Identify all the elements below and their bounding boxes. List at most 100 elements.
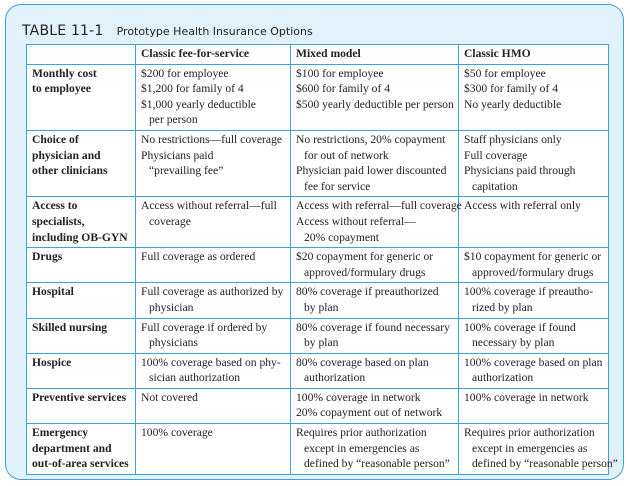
cell-text-line: physician bbox=[149, 300, 194, 314]
table-cell: $10 copayment for generic or approved/for… bbox=[458, 247, 609, 284]
row-header: Preventive services bbox=[26, 387, 136, 425]
column-header: Classic HMO bbox=[458, 44, 609, 65]
cell-text-line: Staff physicians only bbox=[464, 132, 562, 146]
insurance-options-table: Classic fee-for-service Mixed model Classi… bbox=[26, 44, 618, 475]
row-header: Emergency department and out-of-area servi… bbox=[26, 423, 136, 475]
cell-text-line: $500 yearly deductible per person bbox=[296, 97, 454, 111]
cell-text-line: approved/formulary drugs bbox=[472, 265, 594, 279]
row-header: Drugs bbox=[26, 247, 136, 284]
header-row: Classic fee-for-service Mixed model Classi… bbox=[26, 44, 609, 65]
table-cell: Staff physicians only Full coverage Physic… bbox=[458, 129, 609, 198]
row-header-line: Monthly cost bbox=[32, 66, 97, 80]
cell-text-line: coverage bbox=[149, 214, 191, 228]
table-row: Drugs Full coverage as ordered $20 copayme… bbox=[26, 247, 609, 284]
cell-text-line: $300 for family of 4 bbox=[464, 82, 559, 96]
cell-text-line: 100% coverage in network bbox=[296, 390, 421, 404]
row-header-line: Hospital bbox=[32, 285, 74, 299]
table-row: Hospital Full coverage as authorized by ph… bbox=[26, 282, 609, 319]
cell-text-line: defined by “reasonable person” bbox=[304, 457, 450, 471]
table-cell: Access with referral—full coverage Access… bbox=[290, 196, 462, 249]
table-cell: 100% coverage bbox=[135, 423, 291, 475]
table-cell: 100% coverage based on plan authorization bbox=[458, 352, 609, 389]
table-cell: 80% coverage if preauthorized by plan bbox=[290, 282, 459, 319]
table-cell: Access with referral only bbox=[458, 196, 609, 249]
table-cell: 80% coverage based on plan authorization bbox=[290, 352, 459, 389]
cell-text-line: by plan bbox=[304, 300, 339, 314]
cell-text-line: per person bbox=[149, 113, 198, 127]
cell-text-line: except in emergencies as bbox=[304, 441, 420, 455]
row-header-line: Hospice bbox=[32, 355, 72, 369]
cell-text-line: 100% coverage based on phy- bbox=[141, 355, 281, 369]
cell-text-line: Requires prior authorization bbox=[464, 426, 595, 440]
table-cell: No restrictions, 20% copayment for out of… bbox=[290, 129, 459, 198]
table-cell: Full coverage as ordered bbox=[135, 247, 291, 284]
row-header-line: Emergency bbox=[32, 426, 89, 440]
cell-text-line: $600 for family of 4 bbox=[296, 82, 391, 96]
table-cell: 80% coverage if found necessary by plan bbox=[290, 317, 459, 354]
table-row: Choice of physician and other clinicians No… bbox=[26, 129, 609, 198]
cell-text-line: 80% coverage if found necessary bbox=[296, 320, 450, 334]
table-cell: $50 for employee $300 for family of 4 No y… bbox=[458, 63, 609, 131]
row-header: Hospital bbox=[26, 282, 136, 319]
table-cell: Access without referral—full coverage bbox=[135, 196, 291, 249]
row-header: Access to specialists, including OB-GYN bbox=[26, 196, 136, 249]
cell-text-line: No restrictions, 20% copayment bbox=[296, 132, 446, 146]
row-header: Skilled nursing bbox=[26, 317, 136, 354]
cell-text-line: $100 for employee bbox=[296, 66, 384, 80]
cell-text-line: 80% coverage based on plan bbox=[296, 355, 429, 369]
table-cell: Requires prior authorization except in em… bbox=[290, 423, 459, 475]
table-row: Hospice 100% coverage based on phy-sician… bbox=[26, 352, 609, 389]
table-number: TABLE 11-1 bbox=[22, 23, 104, 39]
table-cell: 100% coverage if preautho-rized by plan bbox=[458, 282, 609, 319]
row-header-line: department and bbox=[32, 441, 112, 455]
row-header-line: other clinicians bbox=[32, 164, 108, 178]
table-cell: No restrictions—full coverage Physicians … bbox=[135, 129, 291, 198]
cell-text-line: authorization bbox=[472, 371, 534, 385]
row-header-line: physician and bbox=[32, 148, 101, 162]
cell-text-line: necessary by plan bbox=[472, 336, 555, 350]
row-header-line: Preventive services bbox=[32, 390, 127, 404]
column-header: Mixed model bbox=[290, 44, 459, 65]
table-title: TABLE 11-1 Prototype Health Insurance Op… bbox=[22, 20, 313, 39]
cell-text-line: $50 for employee bbox=[464, 66, 546, 80]
table-cell: $100 for employee $600 for family of 4 $50… bbox=[290, 63, 459, 131]
cell-text-line: $10 copayment for generic or bbox=[464, 250, 602, 264]
cell-text-line: 80% coverage if preauthorized bbox=[296, 285, 439, 299]
cell-text-line: No restrictions—full coverage bbox=[141, 132, 283, 146]
cell-text-line: 20% copayment bbox=[304, 230, 380, 244]
row-header-line: Choice of bbox=[32, 132, 79, 146]
cell-text-line: Full coverage as authorized by bbox=[141, 285, 284, 299]
table-cell: Requires prior authorization except in em… bbox=[458, 423, 618, 475]
table-cell: 100% coverage in network bbox=[458, 387, 609, 425]
cell-text-line: No yearly deductible bbox=[464, 97, 562, 111]
table-row: Emergency department and out-of-area servi… bbox=[26, 423, 618, 475]
cell-text-line: Full coverage as ordered bbox=[141, 250, 256, 264]
cell-text-line: Physicians paid bbox=[141, 148, 214, 162]
cell-text-line: Full coverage if ordered by bbox=[141, 320, 268, 334]
row-header: Hospice bbox=[26, 352, 136, 389]
table-row: Access to specialists, including OB-GYN Acc… bbox=[26, 196, 609, 249]
cell-text-line: 100% coverage if found bbox=[464, 320, 576, 334]
cell-text-line: by plan bbox=[304, 336, 339, 350]
cell-text-line: Access with referral—full coverage bbox=[296, 199, 462, 213]
cell-text-line: capitation bbox=[472, 179, 518, 193]
cell-text-line: Access with referral only bbox=[464, 199, 581, 213]
cell-text-line: approved/formulary drugs bbox=[304, 265, 426, 279]
cell-text-line: Physician paid lower discounted bbox=[296, 164, 447, 178]
cell-text-line: 100% coverage bbox=[141, 426, 213, 440]
column-header bbox=[26, 44, 136, 65]
column-header: Classic fee-for-service bbox=[135, 44, 291, 65]
cell-text-line: 100% coverage if preautho- bbox=[464, 285, 594, 299]
row-header-line: Access to bbox=[32, 199, 78, 213]
cell-text-line: $1,000 yearly deductible bbox=[141, 97, 256, 111]
cell-text-line: for out of network bbox=[304, 148, 389, 162]
cell-text-line: except in emergencies as bbox=[472, 441, 588, 455]
cell-text-line: $200 for employee bbox=[141, 66, 229, 80]
cell-text-line: fee for service bbox=[304, 179, 371, 193]
cell-text-line: Access without referral— bbox=[296, 214, 416, 228]
cell-text-line: $1,200 for family of 4 bbox=[141, 82, 244, 96]
cell-text-line: 20% copayment out of network bbox=[296, 406, 443, 420]
cell-text-line: Physicians paid through bbox=[464, 164, 576, 178]
row-header-line: out-of-area services bbox=[32, 457, 129, 471]
cell-text-line: physicians bbox=[149, 336, 198, 350]
